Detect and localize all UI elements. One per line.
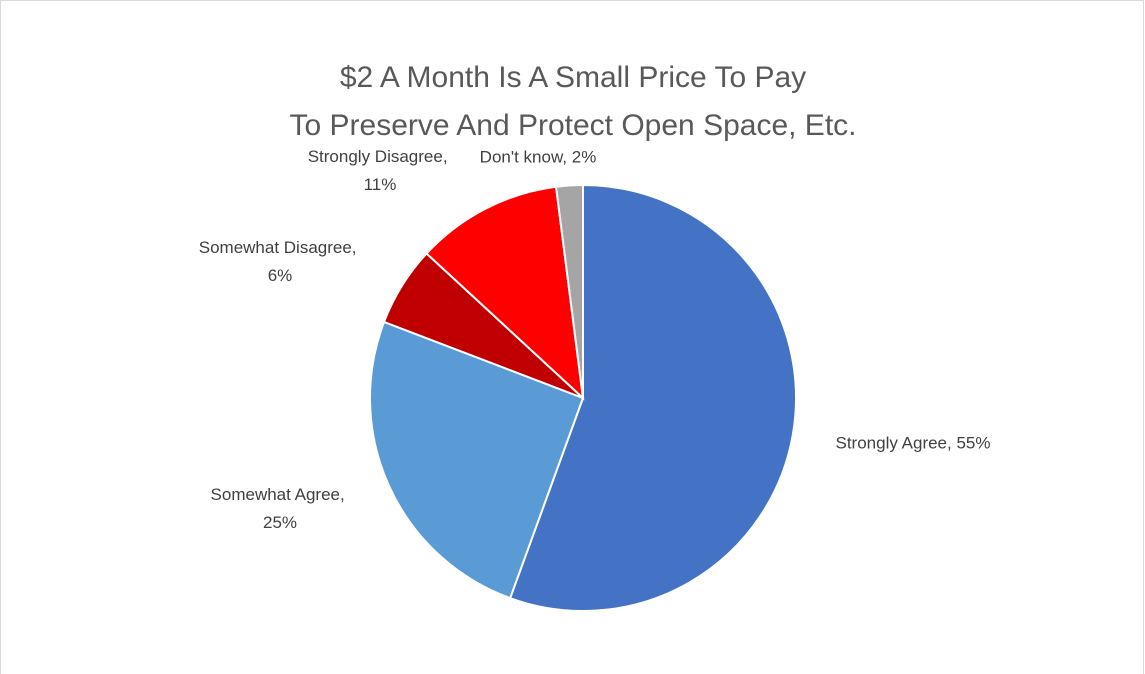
- label-line: Strongly Disagree,: [308, 147, 453, 166]
- data-label: Somewhat Agree, 25%: [211, 485, 350, 532]
- data-label: Strongly Disagree, 11%: [308, 147, 453, 194]
- pie-slice: [554, 183, 584, 399]
- pie-slice: [508, 183, 797, 612]
- label-line: 11%: [364, 175, 397, 194]
- label-line: Somewhat Agree,: [211, 485, 350, 504]
- label-line: 6%: [268, 266, 293, 285]
- label-line: 25%: [263, 513, 297, 532]
- chart-title: $2 A Month Is A Small Price To Pay: [340, 61, 806, 94]
- pie-slice: [369, 320, 585, 600]
- data-label: Strongly Agree, 55%: [836, 433, 991, 452]
- data-label: Don't know, 2%: [480, 147, 597, 166]
- chart-title: To Preserve And Protect Open Space, Etc.: [290, 109, 857, 142]
- pie-slice: [425, 185, 585, 401]
- data-label: Somewhat Disagree, 6%: [199, 238, 362, 285]
- label-line: Somewhat Disagree,: [199, 238, 362, 257]
